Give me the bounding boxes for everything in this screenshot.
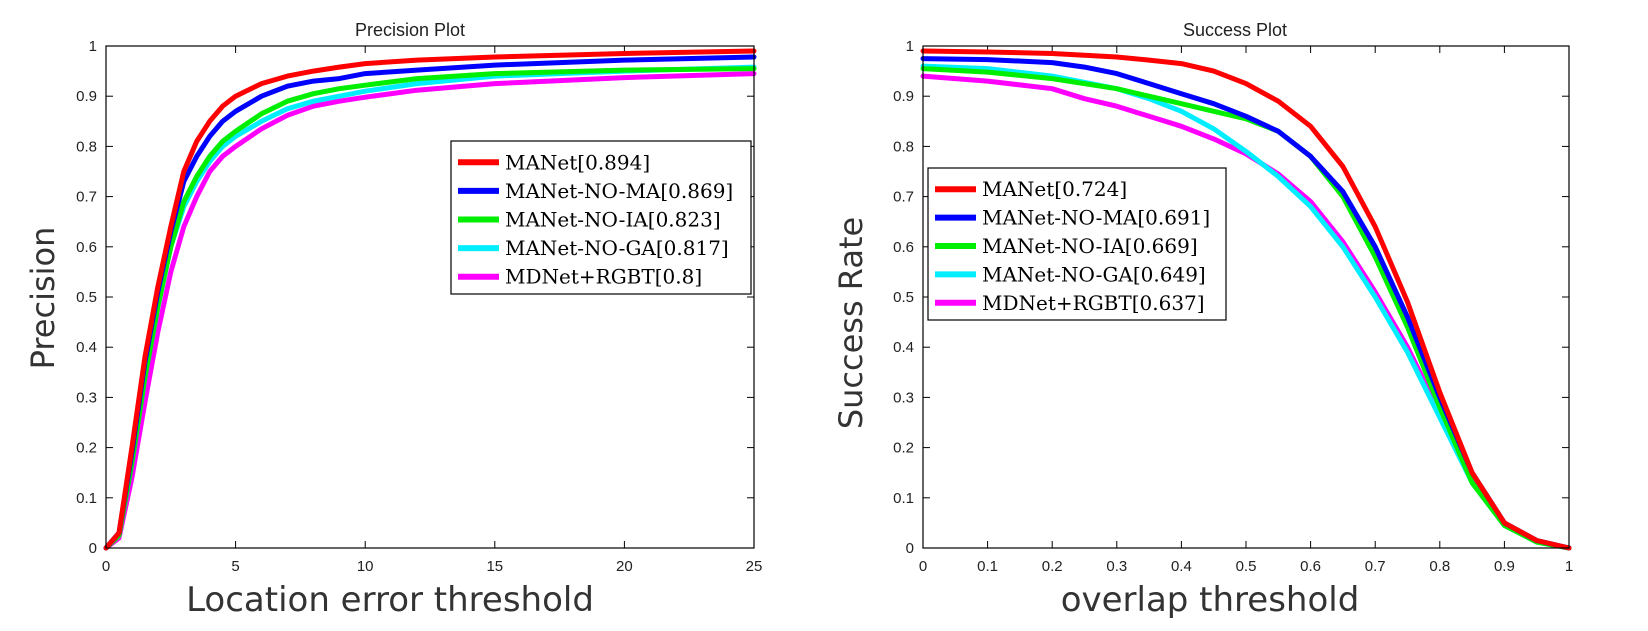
y-tick-label: 0.8 — [893, 138, 914, 155]
x-tick-label: 0.5 — [1236, 558, 1257, 575]
legend-entry: MDNet+RGBT[0.637] — [982, 291, 1205, 315]
series-line — [103, 48, 757, 551]
y-tick-label: 0.2 — [893, 440, 914, 457]
chart-title: Success Plot — [1183, 20, 1287, 40]
x-tick-label: 0.8 — [1429, 558, 1450, 575]
y-tick-label: 0.7 — [893, 189, 914, 206]
legend-entry: MDNet+RGBT[0.8] — [505, 265, 702, 289]
x-tick-label: 25 — [746, 558, 763, 575]
y-tick-label: 0.3 — [76, 389, 97, 406]
y-tick-label: 0.8 — [76, 138, 97, 155]
y-axis-label: Precision — [24, 227, 62, 370]
chart-title: Precision Plot — [355, 20, 465, 40]
y-tick-label: 0.7 — [76, 189, 97, 206]
y-tick-label: 0.6 — [76, 239, 97, 256]
legend-entry: MANet-NO-GA[0.649] — [982, 262, 1206, 286]
x-tick-label: 0.1 — [977, 558, 998, 575]
series-line — [920, 48, 1572, 551]
y-tick-label: 0.6 — [893, 239, 914, 256]
x-tick-label: 5 — [231, 558, 239, 575]
y-tick-label: 0.2 — [76, 440, 97, 457]
series-line — [103, 66, 757, 551]
x-tick-label: 10 — [357, 558, 374, 575]
x-tick-label: 0.6 — [1300, 558, 1321, 575]
success-plot-panel: Success Plot Success Rate overlap thresh… — [832, 20, 1573, 620]
plot-frame — [922, 45, 1570, 549]
plot-frame — [105, 45, 755, 549]
x-tick-label: 0.9 — [1494, 558, 1515, 575]
legend-entry: MANet[0.724] — [982, 177, 1127, 201]
x-tick-label: 0.7 — [1365, 558, 1386, 575]
legend-entry: MANet[0.894] — [505, 150, 650, 174]
y-tick-label: 0.1 — [893, 490, 914, 507]
y-axis-label: Success Rate — [832, 217, 870, 429]
y-tick-label: 0.9 — [893, 88, 914, 105]
series-line — [103, 64, 757, 551]
x-axis-label: Location error threshold — [186, 580, 594, 620]
x-axis-label: overlap threshold — [1061, 580, 1360, 620]
y-tick-label: 0.1 — [76, 490, 97, 507]
x-tick-label: 15 — [486, 558, 503, 575]
series-line — [103, 71, 757, 551]
y-tick-label: 0.9 — [76, 88, 97, 105]
y-tick-label: 0.3 — [893, 389, 914, 406]
y-tick-label: 0 — [89, 540, 97, 557]
precision-plot-panel: Precision Plot Precision Location error … — [24, 20, 762, 620]
y-tick-label: 0.4 — [893, 339, 914, 356]
legend-entry: MANet-NO-MA[0.691] — [982, 206, 1210, 230]
legend-box — [927, 167, 1227, 321]
y-tick-label: 0.5 — [76, 289, 97, 306]
x-tick-label: 0.3 — [1106, 558, 1127, 575]
y-tick-label: 1 — [89, 38, 97, 55]
y-tick-label: 0.5 — [893, 289, 914, 306]
legend-box — [450, 140, 752, 295]
x-tick-label: 0 — [919, 558, 927, 575]
x-tick-label: 1 — [1565, 558, 1573, 575]
x-tick-label: 0.2 — [1042, 558, 1063, 575]
legend: MANet[0.894] MANet-NO-MA[0.869] MANet-NO-I… — [450, 140, 752, 295]
y-tick-label: 0 — [906, 540, 914, 557]
legend-entry: MANet-NO-IA[0.669] — [982, 234, 1198, 258]
x-tick-label: 0.4 — [1171, 558, 1192, 575]
x-tick-label: 0 — [102, 558, 110, 575]
x-tick-label: 20 — [616, 558, 633, 575]
legend-entry: MANet-NO-MA[0.869] — [505, 179, 733, 203]
y-tick-label: 1 — [906, 38, 914, 55]
legend-entry: MANet-NO-IA[0.823] — [505, 208, 721, 232]
legend: MANet[0.724] MANet-NO-MA[0.691] MANet-NO-I… — [927, 167, 1227, 321]
y-tick-label: 0.4 — [76, 339, 97, 356]
legend-entry: MANet-NO-GA[0.817] — [505, 236, 729, 260]
